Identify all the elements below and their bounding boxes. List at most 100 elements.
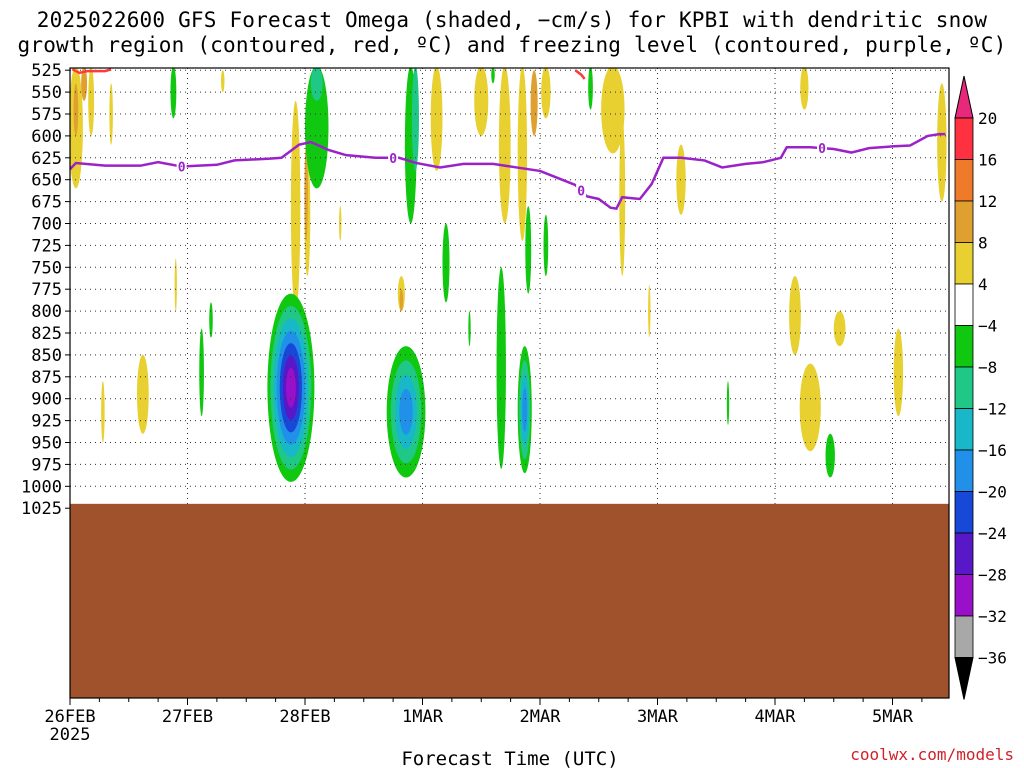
freezing-level-label: 0 [577,185,585,200]
omega-updraft-core [522,387,528,432]
y-tick-label: 1000 [21,477,62,497]
y-tick-label: 725 [31,236,62,256]
omega-shade-positive [601,68,625,154]
ground-terrain [70,503,949,698]
plot-area: 0 0 0 0 [70,68,949,698]
omega-shade-negative [588,68,593,110]
y-tick-label: 825 [31,324,62,344]
chart-title-line2: growth region (contoured, red, ºC) and f… [17,33,1007,57]
colorbar-swatch [954,532,974,575]
colorbar-label: −36 [978,649,1007,668]
colorbar-arrow-bottom [954,657,974,700]
omega-shade-positive [109,83,113,145]
omega-shade-negative [199,328,204,417]
omega-updraft-core [399,388,413,435]
x-tick-label: 28FEB [279,707,330,727]
colorbar-label: −16 [978,441,1007,460]
freezing-level-label-bg [176,159,187,173]
freezing-level-label-bg [576,183,587,197]
omega-shade-positive [174,258,177,312]
y-tick-label: 800 [31,302,62,322]
omega-shade-positive [937,83,947,202]
y-tick-label: 925 [31,412,62,432]
omega-shade-positive [648,284,651,338]
omega-shade-positive [789,276,801,355]
x-tick-label: 4MAR [755,707,797,727]
omega-shade-positive [676,144,686,215]
y-tick-label: 900 [31,390,62,410]
y-tick-label: 1025 [21,499,62,519]
colorbar-label: −4 [978,317,997,336]
freezing-level-label: 0 [178,161,186,176]
omega-shade-positive [833,311,846,347]
colorbar-label: 12 [978,192,997,211]
omega-shade-positive [136,354,149,434]
colorbar-swatch [954,366,974,409]
colorbar-label: −12 [978,400,1007,419]
omega-shade-negative [491,68,495,84]
freezing-level-label-bg [817,141,827,155]
omega-shade-positive [517,68,528,241]
colorbar: 20 16 12 8 4 −4 −8 −12 −16 −20 −24 −28 −32 −36 [954,75,1007,700]
y-tick-label: 575 [31,105,62,125]
colorbar-swatch [954,242,974,285]
colorbar-swatch [954,325,974,368]
colorbar-swatch [954,117,974,160]
x-tick-label: 3MAR [637,707,679,727]
x-tick-label: 26FEB [44,707,95,727]
colorbar-label: 4 [978,275,988,294]
colorbar-swatch [954,283,974,326]
omega-shade-positive [530,70,538,136]
colorbar-label: 20 [978,109,997,128]
omega-shade-positive [73,83,79,136]
x-tick-sublabel: 2025 [50,725,91,745]
credit-text: coolwx.com/models [850,745,1014,764]
omega-shade-positive [498,68,511,224]
omega-shade-positive [474,68,489,136]
omega-shade-positive [88,68,95,136]
colorbar-label: 8 [978,234,988,253]
colorbar-swatch [954,574,974,617]
y-tick-label: 850 [31,346,62,366]
y-tick-label: 700 [31,214,62,234]
y-tick-label: 750 [31,258,62,278]
omega-shade-negative [442,223,450,303]
x-tick-label: 2MAR [520,707,562,727]
omega-shade-positive [220,70,225,93]
omega-shade-negative [468,311,471,347]
y-tick-label: 675 [31,193,62,213]
omega-shade-positive [800,68,809,110]
colorbar-label: −28 [978,566,1007,585]
x-tick-label: 1MAR [402,707,444,727]
omega-shade-positive [101,381,105,443]
y-tick-label: 600 [31,127,62,147]
colorbar-swatch [954,491,974,534]
omega-shade-positive [399,289,404,312]
omega-shade-positive [893,328,904,417]
plot-frame [69,67,950,699]
omega-shade-positive [430,68,443,171]
omega-shade-negative [825,433,835,478]
omega-shade-negative [310,68,323,101]
omega-shade-positive [290,100,301,312]
omega-shade-positive [541,68,551,119]
x-tick-label: 27FEB [162,707,213,727]
colorbar-swatch [954,615,974,658]
omega-shade-negative [496,267,506,469]
colorbar-arrow-top [954,75,974,119]
chart-title-line1: 2025022600 GFS Forecast Omega (shaded, −… [36,8,988,32]
omega-shade-negative [170,68,177,119]
axes: 5255505756006256506757007257507758008258… [21,61,950,768]
y-tick-label: 650 [31,171,62,191]
omega-shade-negative [726,381,730,425]
dgz-contour [71,68,112,75]
omega-updraft-core [285,367,296,408]
colorbar-label: −32 [978,607,1007,626]
omega-shade-negative [411,68,419,171]
colorbar-swatch [954,449,974,492]
omega-shade-negative [209,302,213,338]
freezing-level-label-bg [388,150,399,164]
y-tick-label: 875 [31,368,62,388]
colorbar-label: −8 [978,358,997,377]
